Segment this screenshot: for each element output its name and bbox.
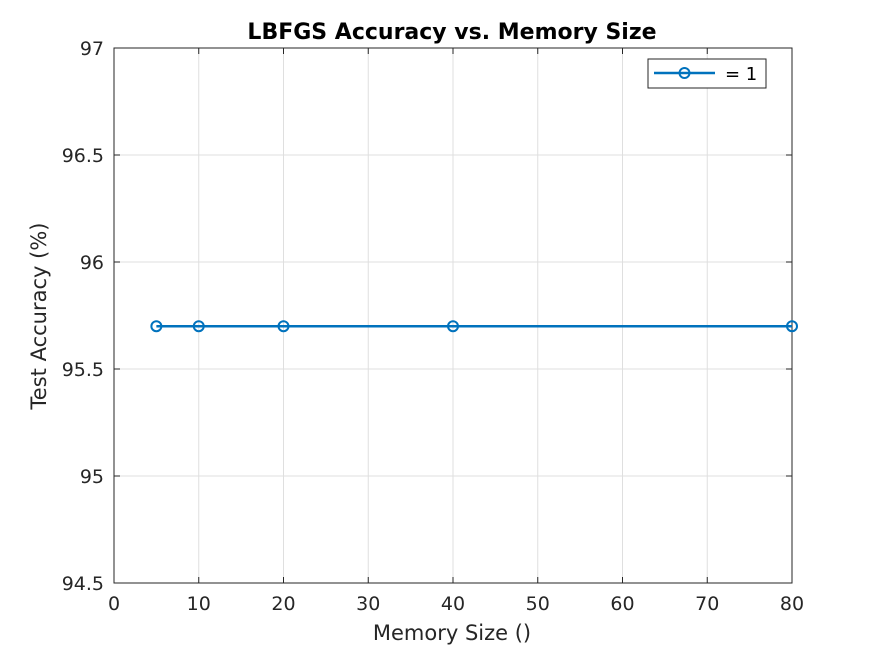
x-axis-label: Memory Size ()	[373, 621, 531, 645]
legend-marker	[678, 67, 691, 79]
legend: = 1	[647, 58, 767, 89]
data-point	[277, 320, 290, 333]
x-tick-label: 50	[526, 593, 550, 615]
x-tick-label: 20	[271, 593, 295, 615]
x-tick-label: 10	[187, 593, 211, 615]
y-tick-label: 95	[80, 466, 104, 488]
series-layer	[150, 320, 798, 333]
data-point	[447, 320, 459, 333]
data-point	[150, 320, 163, 333]
x-tick-label: 30	[356, 593, 380, 615]
x-tick-label: 60	[610, 593, 634, 615]
y-tick-label: 96	[80, 252, 104, 274]
x-tick-label: 80	[780, 593, 804, 615]
y-axis-label: Test Accuracy (%)	[27, 223, 51, 411]
y-axis-ticks: 94.5 95 95.5 96 96.5 97	[62, 38, 792, 595]
data-point	[786, 320, 798, 333]
data-point	[192, 320, 205, 333]
grid	[113, 47, 793, 584]
chart-title: LBFGS Accuracy vs. Memory Size	[247, 20, 656, 45]
x-tick-label: 40	[441, 593, 465, 615]
x-tick-label: 0	[108, 593, 120, 615]
y-tick-label: 97	[80, 38, 104, 60]
x-axis-ticks: 0 10 20 30 40 50 60 70 80	[108, 48, 804, 615]
x-tick-label: 70	[695, 593, 719, 615]
legend-label: = 1	[725, 64, 757, 85]
y-tick-label: 94.5	[62, 573, 104, 595]
y-tick-label: 96.5	[62, 145, 104, 167]
y-tick-label: 95.5	[62, 359, 104, 381]
